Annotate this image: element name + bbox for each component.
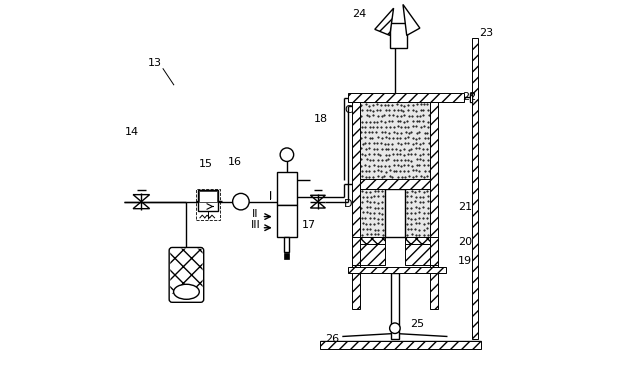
Bar: [405, 238, 430, 244]
Text: 23: 23: [479, 28, 493, 38]
Text: 26: 26: [325, 334, 339, 344]
Bar: [199, 192, 217, 202]
Bar: [405, 244, 430, 265]
Bar: [384, 188, 405, 238]
Bar: [284, 253, 289, 259]
Circle shape: [389, 323, 400, 334]
Polygon shape: [403, 5, 420, 35]
Bar: [470, 93, 472, 102]
Bar: [197, 190, 218, 211]
Text: A: A: [291, 173, 297, 182]
Bar: [352, 238, 360, 265]
Text: I: I: [269, 192, 272, 202]
Text: 21: 21: [458, 202, 472, 212]
Text: C: C: [344, 105, 352, 115]
Bar: [360, 244, 384, 265]
Text: 13: 13: [147, 58, 162, 67]
Bar: [360, 238, 384, 244]
Bar: [391, 273, 399, 339]
Text: 25: 25: [410, 319, 424, 329]
Text: D: D: [344, 199, 353, 208]
Bar: [320, 341, 481, 349]
Text: P: P: [277, 179, 282, 188]
Text: B: B: [291, 179, 297, 188]
Text: 15: 15: [199, 159, 212, 169]
Bar: [405, 188, 430, 238]
Text: 24: 24: [352, 9, 366, 19]
Bar: [470, 93, 472, 102]
Text: 18: 18: [313, 114, 328, 124]
FancyBboxPatch shape: [169, 247, 204, 302]
Bar: [430, 238, 438, 265]
Text: 17: 17: [302, 219, 316, 230]
Ellipse shape: [173, 284, 199, 299]
Circle shape: [280, 148, 294, 161]
Text: II: II: [252, 208, 259, 219]
Bar: [360, 188, 384, 238]
Text: III: III: [251, 220, 261, 230]
Text: 16: 16: [228, 157, 242, 167]
Bar: [276, 205, 297, 238]
Text: I: I: [269, 191, 272, 201]
Bar: [196, 188, 220, 221]
Text: 22: 22: [463, 92, 477, 103]
Text: 14: 14: [125, 127, 139, 137]
Bar: [360, 102, 430, 179]
Polygon shape: [375, 8, 394, 35]
Bar: [472, 38, 478, 339]
Bar: [352, 102, 360, 309]
Text: T: T: [277, 173, 282, 182]
Circle shape: [233, 193, 249, 210]
Bar: [348, 93, 465, 102]
Bar: [360, 179, 430, 188]
Bar: [348, 267, 445, 273]
Text: 20: 20: [458, 237, 472, 247]
Bar: [390, 23, 407, 48]
Bar: [430, 102, 438, 309]
Text: 19: 19: [458, 256, 472, 266]
Bar: [276, 172, 297, 205]
Bar: [284, 238, 289, 252]
